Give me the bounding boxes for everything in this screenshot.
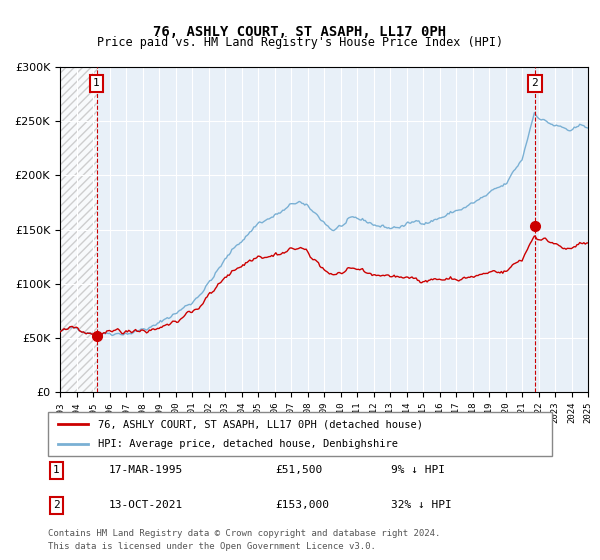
Text: £153,000: £153,000 [275,501,329,510]
Text: 1: 1 [93,78,100,88]
Text: 76, ASHLY COURT, ST ASAPH, LL17 0PH (detached house): 76, ASHLY COURT, ST ASAPH, LL17 0PH (det… [98,419,424,429]
FancyBboxPatch shape [48,412,552,456]
Text: This data is licensed under the Open Government Licence v3.0.: This data is licensed under the Open Gov… [48,542,376,551]
Text: 17-MAR-1995: 17-MAR-1995 [109,465,183,475]
Text: 1: 1 [53,465,60,475]
Text: Price paid vs. HM Land Registry's House Price Index (HPI): Price paid vs. HM Land Registry's House … [97,36,503,49]
Text: 2: 2 [532,78,538,88]
Text: 32% ↓ HPI: 32% ↓ HPI [391,501,451,510]
Text: HPI: Average price, detached house, Denbighshire: HPI: Average price, detached house, Denb… [98,439,398,449]
Bar [60,67,97,392]
Text: 76, ASHLY COURT, ST ASAPH, LL17 0PH: 76, ASHLY COURT, ST ASAPH, LL17 0PH [154,25,446,39]
Text: 9% ↓ HPI: 9% ↓ HPI [391,465,445,475]
Text: 2: 2 [53,501,60,510]
Text: 13-OCT-2021: 13-OCT-2021 [109,501,183,510]
Text: £51,500: £51,500 [275,465,322,475]
Text: Contains HM Land Registry data © Crown copyright and database right 2024.: Contains HM Land Registry data © Crown c… [48,529,440,538]
